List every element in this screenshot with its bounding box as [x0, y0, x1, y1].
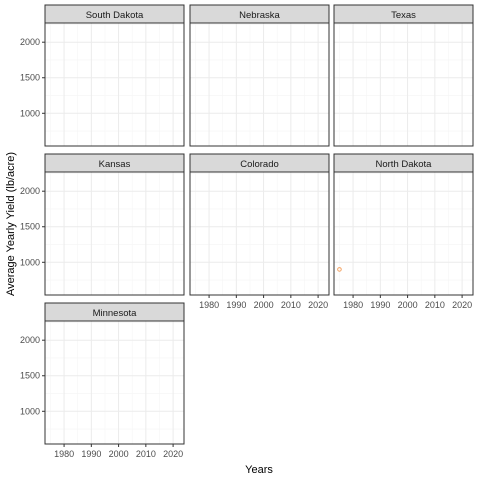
- x-tick-label: 2010: [425, 300, 445, 310]
- y-tick-label: 1000: [20, 406, 40, 416]
- panel-border: [189, 171, 330, 296]
- x-tick-label: 1990: [226, 300, 246, 310]
- x-tick-label: 2020: [308, 300, 328, 310]
- x-tick-label: 1980: [343, 300, 363, 310]
- x-tick-label: 2020: [452, 300, 472, 310]
- x-tick-label: 1990: [81, 449, 101, 459]
- y-axis-title: Average Yearly Yield (lb/acre): [5, 152, 17, 296]
- facet-panel: Nebraska: [189, 4, 330, 147]
- x-tick-label: 2000: [254, 300, 274, 310]
- y-tick-label: 2000: [20, 37, 40, 47]
- panel-border: [44, 171, 185, 296]
- y-tick-label: 1000: [20, 257, 40, 267]
- plot-background: [334, 23, 473, 146]
- facet-panel: South Dakota 1000 1500 2000: [20, 4, 185, 147]
- facet-panel: Kansas 1000 1500 2000: [20, 153, 185, 296]
- facet-panel: Texas: [333, 4, 474, 147]
- facet-panel: Minnesota 1000 1500 2000 1980 1990 2000 2010 202…: [20, 302, 185, 459]
- x-tick-label: 1980: [54, 449, 74, 459]
- panel-border: [333, 22, 474, 147]
- facet-panel: Colorado 1980 1990 2000 2010 2020: [189, 153, 330, 310]
- facet-panel: North Dakota 1980 1990 2000 2010 2020: [333, 153, 474, 310]
- x-tick-label: 2000: [398, 300, 418, 310]
- y-tick-label: 1000: [20, 108, 40, 118]
- facet-strip-title: Colorado: [240, 159, 279, 170]
- x-tick-label: 1990: [370, 300, 390, 310]
- facet-strip-title: Minnesota: [93, 308, 138, 319]
- x-tick-label: 2010: [136, 449, 156, 459]
- plot-background: [45, 172, 184, 295]
- y-tick-label: 1500: [20, 222, 40, 232]
- facet-strip-title: North Dakota: [376, 159, 433, 170]
- facet-panels: South Dakota 1000 1500 2000 Nebraska Texas Kan…: [20, 4, 474, 459]
- panel-border: [333, 171, 474, 296]
- y-tick-label: 1500: [20, 371, 40, 381]
- data-point: [337, 267, 342, 272]
- plot-background: [45, 23, 184, 146]
- plot-background: [45, 321, 184, 444]
- facet-strip-title: Nebraska: [239, 10, 280, 21]
- plot-background: [190, 172, 329, 295]
- x-tick-label: 2020: [163, 449, 183, 459]
- x-tick-label: 2010: [281, 300, 301, 310]
- plot-background: [190, 23, 329, 146]
- facet-strip-title: South Dakota: [86, 10, 144, 21]
- x-axis-title: Years: [245, 464, 273, 476]
- y-tick-label: 2000: [20, 186, 40, 196]
- panel-border: [44, 320, 185, 445]
- panel-border: [189, 22, 330, 147]
- facet-strip-title: Texas: [391, 10, 416, 21]
- x-tick-label: 1980: [199, 300, 219, 310]
- panel-border: [44, 22, 185, 147]
- x-tick-label: 2000: [109, 449, 129, 459]
- plot-background: [334, 172, 473, 295]
- facet-strip-title: Kansas: [99, 159, 131, 170]
- y-tick-label: 1500: [20, 73, 40, 83]
- y-tick-label: 2000: [20, 335, 40, 345]
